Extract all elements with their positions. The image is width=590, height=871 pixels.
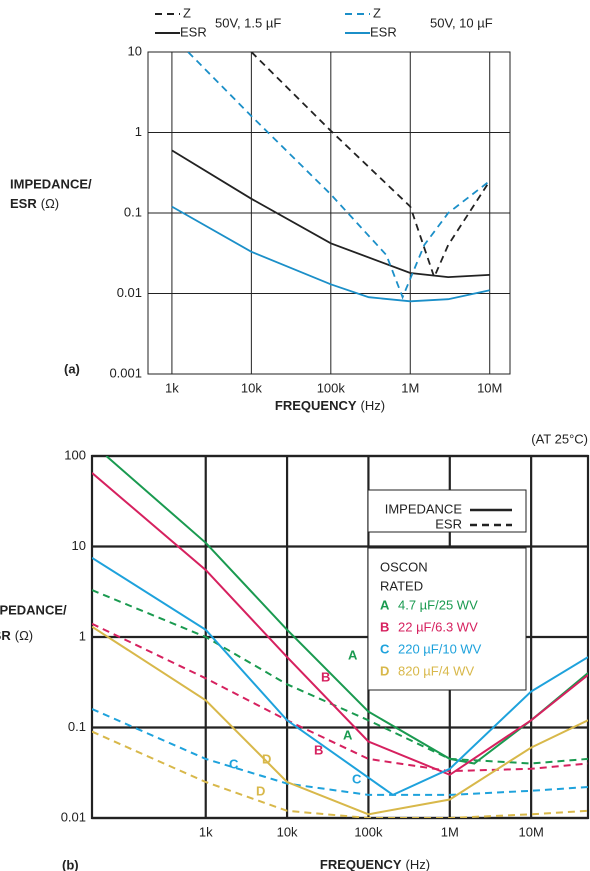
series-line [187, 52, 491, 300]
x-tick-label: 1k [165, 380, 179, 395]
panel-label: (b) [62, 857, 79, 871]
curve-label: A [348, 647, 358, 662]
y-tick-label: 0.01 [61, 809, 86, 824]
curve-label: C [352, 771, 362, 786]
x-label: FREQUENCY (Hz) [275, 398, 385, 413]
y-tick-label: 1 [135, 124, 142, 139]
x-label-unit: (Hz) [406, 857, 431, 871]
legend-letter: C [380, 641, 390, 656]
x-tick-label: 10M [518, 824, 543, 839]
series-line [92, 622, 588, 773]
legend-label: 4.7 µF/25 WV [398, 597, 478, 612]
legend-box [367, 547, 527, 691]
legend-label: Z [373, 5, 381, 20]
y-label: ESR (Ω) [10, 196, 59, 211]
curve-label: D [256, 783, 265, 798]
y-label: IMPEDANCE/ [0, 602, 67, 617]
series-line [92, 625, 588, 816]
subtitle: (AT 25°C) [531, 431, 588, 446]
y-label: ESR [10, 196, 37, 211]
x-tick-label: 1M [401, 380, 419, 395]
y-tick-label: 100 [64, 447, 86, 462]
x-tick-label: 1M [441, 824, 459, 839]
legend-label: ESR [370, 24, 397, 39]
y-tick-label: 0.1 [124, 204, 142, 219]
curve-label: C [229, 756, 239, 771]
y-label-unit: (Ω) [15, 628, 33, 643]
x-label: FREQUENCY [320, 857, 402, 871]
curve-label: B [314, 742, 323, 757]
x-label: FREQUENCY [275, 398, 357, 413]
y-tick-label: 10 [72, 538, 86, 553]
series-line [171, 149, 490, 279]
x-tick-label: 100k [354, 824, 383, 839]
legend-title: OSCON [380, 559, 428, 574]
y-label-unit: (Ω) [41, 196, 59, 211]
series-line [92, 730, 588, 818]
series-line [171, 205, 490, 303]
legend-letter: B [380, 619, 389, 634]
series-line [250, 52, 491, 280]
legend-title: RATED [380, 578, 423, 593]
y-tick-label: 0.001 [109, 365, 142, 380]
x-tick-label: 10k [277, 824, 298, 839]
legend-group-label: 50V, 1.5 µF [215, 15, 281, 30]
x-tick-label: 1k [199, 824, 213, 839]
x-label: FREQUENCY (Hz) [320, 857, 430, 871]
y-tick-label: 1 [79, 628, 86, 643]
series-line [92, 472, 588, 776]
legend-letter: D [380, 663, 389, 678]
panel-label: (a) [64, 361, 80, 376]
legend-group-label: 50V, 10 µF [430, 15, 493, 30]
legend-label: ESR [180, 24, 207, 39]
legend-label: IMPEDANCE [385, 501, 463, 516]
y-tick-label: 0.1 [68, 719, 86, 734]
curve-label: D [262, 751, 271, 766]
x-label-unit: (Hz) [361, 398, 386, 413]
legend-letter: A [380, 597, 390, 612]
y-label: ESR (Ω) [0, 628, 33, 643]
series-line [92, 708, 588, 796]
series-line [92, 589, 588, 765]
curve-label: A [343, 727, 353, 742]
legend-label: 820 µF/4 WV [398, 663, 474, 678]
y-label: IMPEDANCE/ [10, 176, 92, 191]
legend-label: 220 µF/10 WV [398, 641, 482, 656]
curve-label: B [321, 669, 330, 684]
legend-label: ESR [435, 516, 462, 531]
y-label: ESR [0, 628, 11, 643]
legend-label: Z [183, 5, 191, 20]
y-tick-label: 0.01 [117, 285, 142, 300]
x-tick-label: 10M [477, 380, 502, 395]
y-tick-label: 10 [128, 43, 142, 58]
legend-label: 22 µF/6.3 WV [398, 619, 478, 634]
x-tick-label: 100k [317, 380, 346, 395]
x-tick-label: 10k [241, 380, 262, 395]
